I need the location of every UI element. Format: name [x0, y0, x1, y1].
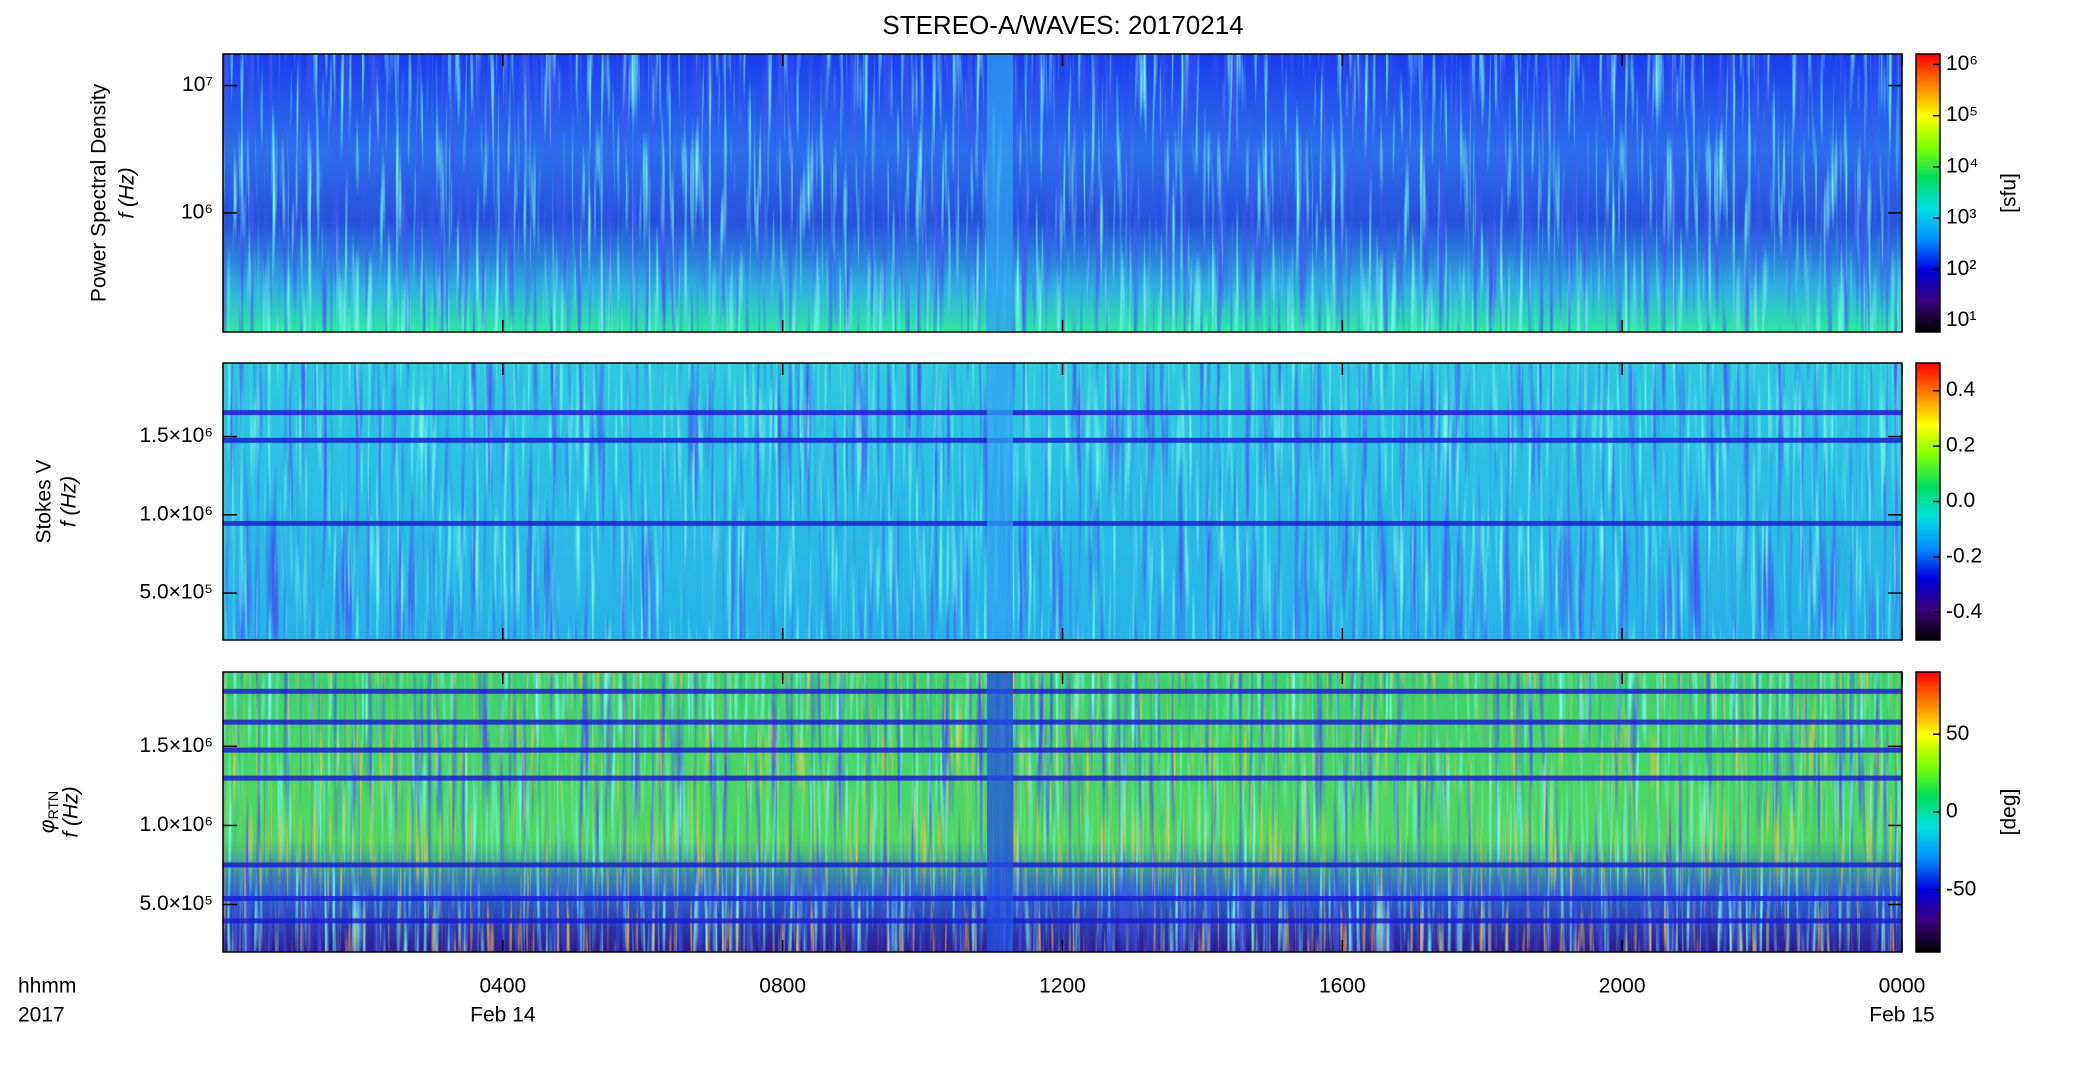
spectral-band: [223, 410, 1902, 416]
y-axis-label: Power Spectral Density: [88, 83, 111, 302]
colorbar-label: [sfu]: [1998, 173, 2021, 213]
spectral-band: [223, 775, 1902, 781]
y-tick-label: 5.0×10⁵: [139, 892, 213, 915]
spectral-band: [223, 918, 1902, 924]
x-tick-label: 0800: [759, 975, 806, 998]
data-gap: [986, 363, 1013, 640]
colorbar-tick-label: 0.2: [1946, 434, 1975, 457]
y-axis-subscript: RTN: [45, 791, 61, 820]
colorbar-label: [deg]: [1998, 789, 2021, 836]
y-tick-label: 5.0×10⁵: [139, 581, 213, 604]
colorbar-tick-label: 0.0: [1946, 489, 1975, 512]
data-gap: [986, 672, 1013, 952]
colorbar-tick-label: 10³: [1946, 206, 1976, 229]
spectral-band: [223, 688, 1902, 694]
x-axis-label: 2017: [18, 1004, 65, 1027]
colorbar-tick-label: -50: [1946, 877, 1976, 900]
spectral-band: [223, 719, 1902, 725]
x-tick-label: 2000: [1599, 975, 1646, 998]
x-tick-label: 1200: [1039, 975, 1086, 998]
spectrogram-texture: [223, 54, 1902, 332]
x-axis-label: hhmm: [18, 975, 76, 998]
colorbar-tick-label: 10²: [1946, 257, 1976, 280]
y-axis-label: φRTN: [36, 791, 61, 833]
x-date-label: Feb 14: [470, 1004, 536, 1027]
spectral-band: [223, 896, 1902, 901]
spectrogram-texture: [223, 363, 1902, 640]
colorbar-tick-label: 10⁵: [1946, 103, 1978, 126]
y-tick-label: 1.0×10⁶: [140, 813, 213, 836]
spectral-band: [223, 862, 1902, 868]
y-tick-label: 10⁷: [182, 73, 213, 96]
chart-title: STEREO-A/WAVES: 20170214: [882, 10, 1243, 40]
y-axis-label: f (Hz): [60, 786, 83, 837]
y-axis-label: f (Hz): [116, 167, 139, 218]
colorbar-tick-label: 10⁴: [1946, 154, 1978, 177]
spectral-band: [223, 747, 1902, 753]
colorbar-tick-label: 10¹: [1946, 308, 1976, 331]
spectrogram-texture: [223, 672, 1902, 952]
x-tick-label: 0000: [1879, 975, 1926, 998]
y-axis-label: f (Hz): [58, 476, 81, 527]
y-tick-label: 1.0×10⁶: [140, 502, 213, 525]
colorbar-tick-label: 0.4: [1946, 378, 1976, 401]
y-tick-label: 1.5×10⁶: [140, 424, 213, 447]
colorbar-tick-label: 0: [1946, 800, 1958, 823]
y-tick-label: 1.5×10⁶: [140, 734, 213, 757]
data-gap: [986, 54, 1013, 332]
colorbar-tick-label: -0.2: [1946, 544, 1982, 567]
colorbar-tick-label: 10⁶: [1946, 52, 1978, 75]
y-tick-label: 10⁶: [181, 200, 213, 223]
spectral-band: [223, 520, 1902, 526]
x-tick-label: 0400: [479, 975, 526, 998]
colorbar-tick-label: -0.4: [1946, 600, 1983, 623]
y-axis-symbol: φ: [36, 819, 59, 833]
y-axis-label: Stokes V: [33, 459, 56, 543]
colorbar: [1915, 53, 1941, 333]
colorbar-tick-label: 50: [1946, 722, 1969, 745]
x-date-label: Feb 15: [1869, 1004, 1934, 1027]
spectral-band: [223, 437, 1902, 443]
x-tick-label: 1600: [1319, 975, 1366, 998]
